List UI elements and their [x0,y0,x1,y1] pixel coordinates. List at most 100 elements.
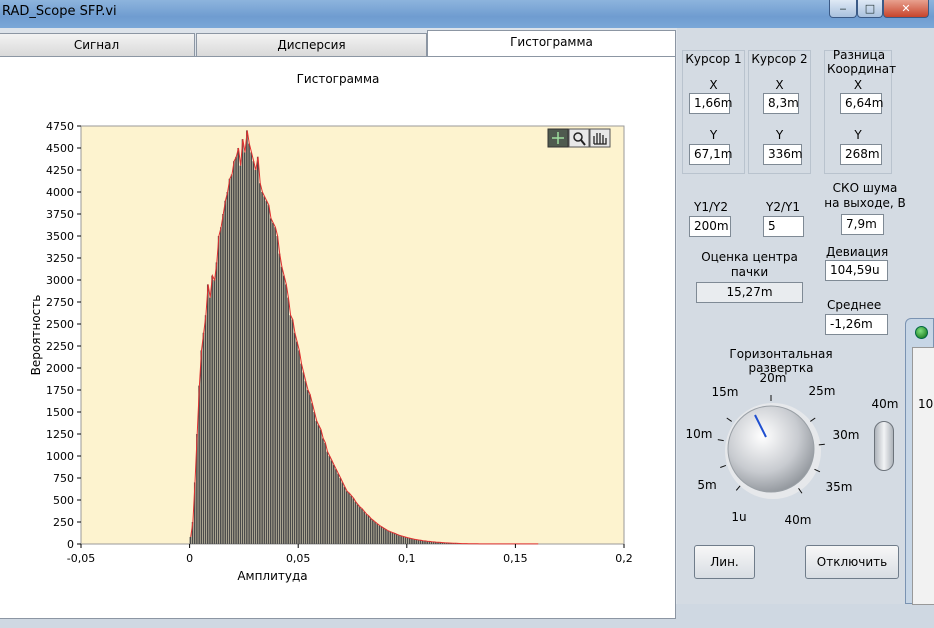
plot-area [81,126,624,544]
status-led-icon [915,326,928,339]
histogram-bar [398,535,400,544]
histogram-bar [224,201,226,544]
packet-label: Оценка центра пачки [697,250,802,280]
histogram-bar [313,412,315,544]
histogram-bar [253,161,255,544]
x-tick-label: 0 [186,552,193,565]
histogram-bar [400,536,402,544]
mean-value[interactable]: -1,26m [825,314,888,335]
cursor2-title: Курсор 2 [748,52,811,66]
y-tick-label: 3000 [46,274,74,287]
diff-y-label: Y [824,128,892,142]
histogram-bar [211,276,213,544]
histogram-bar [322,438,324,544]
histogram-bar [418,540,420,544]
cursor2-x-value[interactable]: 8,3m [763,93,799,114]
histogram-bar [376,524,378,544]
histogram-bar [329,456,331,544]
y-tick-label: 1250 [46,428,74,441]
histogram-bar [344,487,346,544]
toggle-label: 40m [870,397,900,411]
histogram-bar [266,201,268,544]
tab-dispersion[interactable]: Дисперсия [196,33,427,57]
histogram-bar [246,130,248,544]
side-window-body [912,347,934,605]
knob-tick-40m: 40m [785,513,812,527]
deviation-value[interactable]: 104,59u [825,260,888,281]
tab-histogram[interactable]: Гистограмма [427,30,676,57]
cursor1-x-value[interactable]: 1,66m [689,93,730,114]
knob-tick-30m: 30m [833,428,860,442]
histogram-bar [200,350,202,544]
histogram-bar [207,284,209,544]
diff-x-value[interactable]: 6,64m [840,93,882,114]
histogram-bar [392,533,394,544]
histogram-bar [242,139,244,544]
x-tick-label: 0,15 [503,552,528,565]
histogram-bar [294,333,296,544]
linear-button[interactable]: Лин. [694,545,755,579]
histogram-bar [350,496,352,544]
noise-label: СКО шума на выходе, В [824,181,906,211]
histogram-bar [348,493,350,544]
histogram-bar [213,280,215,544]
histogram-bar [285,284,287,544]
disconnect-button[interactable]: Отключить [805,545,899,579]
histogram-chart: 0250500750100012501500175020002250250027… [0,88,676,628]
y-axis: 0250500750100012501500175020002250250027… [46,120,81,551]
x-axis-label: Амплитуда [237,569,307,583]
histogram-bar [292,320,294,544]
histogram-bar [311,403,313,544]
y2y1-value[interactable]: 5 [763,216,804,237]
tab-signal[interactable]: Сигнал [0,33,195,57]
histogram-bar [309,394,311,544]
y-tick-label: 2000 [46,362,74,375]
histogram-bar [366,514,368,544]
histogram-bar [402,537,404,544]
histogram-bar [235,157,237,544]
cursor1-y-value[interactable]: 67,1m [689,144,730,165]
diff-x-label: X [824,78,892,92]
histogram-bar [227,192,229,544]
histogram-bar [229,179,231,544]
histogram-bar [394,533,396,544]
knob-tick-mark [720,465,726,467]
side-window[interactable]: 10 [905,318,934,604]
cursor2-y-value[interactable]: 336m [763,144,802,165]
histogram-bar [216,262,218,544]
zoom-tool-icon[interactable] [569,129,589,147]
sweep-knob[interactable]: 1u 5m 10m 15m 20m 25m 30m 35m 40m [681,366,861,536]
histogram-bar [363,511,365,544]
y-tick-label: 4500 [46,142,74,155]
histogram-bar [342,482,344,544]
y-tick-label: 4000 [46,186,74,199]
histogram-bar [372,520,374,544]
close-button[interactable]: ✕ [883,0,929,18]
histogram-bar [220,227,222,544]
histogram-bar [374,522,376,544]
diff-title: Разница Координат [827,48,891,76]
cursor1-title: Курсор 1 [682,52,745,66]
y-tick-label: 4750 [46,120,74,133]
knob-tick-20m: 20m [760,371,787,385]
y-tick-label: 3500 [46,230,74,243]
side-window-text: 10 [918,397,933,411]
histogram-bar [270,218,272,544]
minimize-button[interactable]: ‒ [829,0,857,18]
knob-tick-10m: 10m [686,427,713,441]
chart-title: Гистограмма [0,72,676,86]
knob-dial-icon[interactable] [728,406,814,492]
histogram-bar [411,539,413,544]
y-tick-label: 0 [67,538,74,551]
knob-tick-35m: 35m [826,480,853,494]
histogram-bar [370,518,372,544]
histogram-bar [379,526,381,544]
histogram-bar [244,152,246,544]
histogram-bar [324,443,326,544]
noise-value[interactable]: 7,9m [841,214,884,235]
y1y2-value[interactable]: 200m [689,216,731,237]
diff-y-value[interactable]: 268m [840,144,882,165]
toggle-switch[interactable] [874,421,894,471]
histogram-bar [405,537,407,544]
maximize-button[interactable]: □ [857,0,883,18]
